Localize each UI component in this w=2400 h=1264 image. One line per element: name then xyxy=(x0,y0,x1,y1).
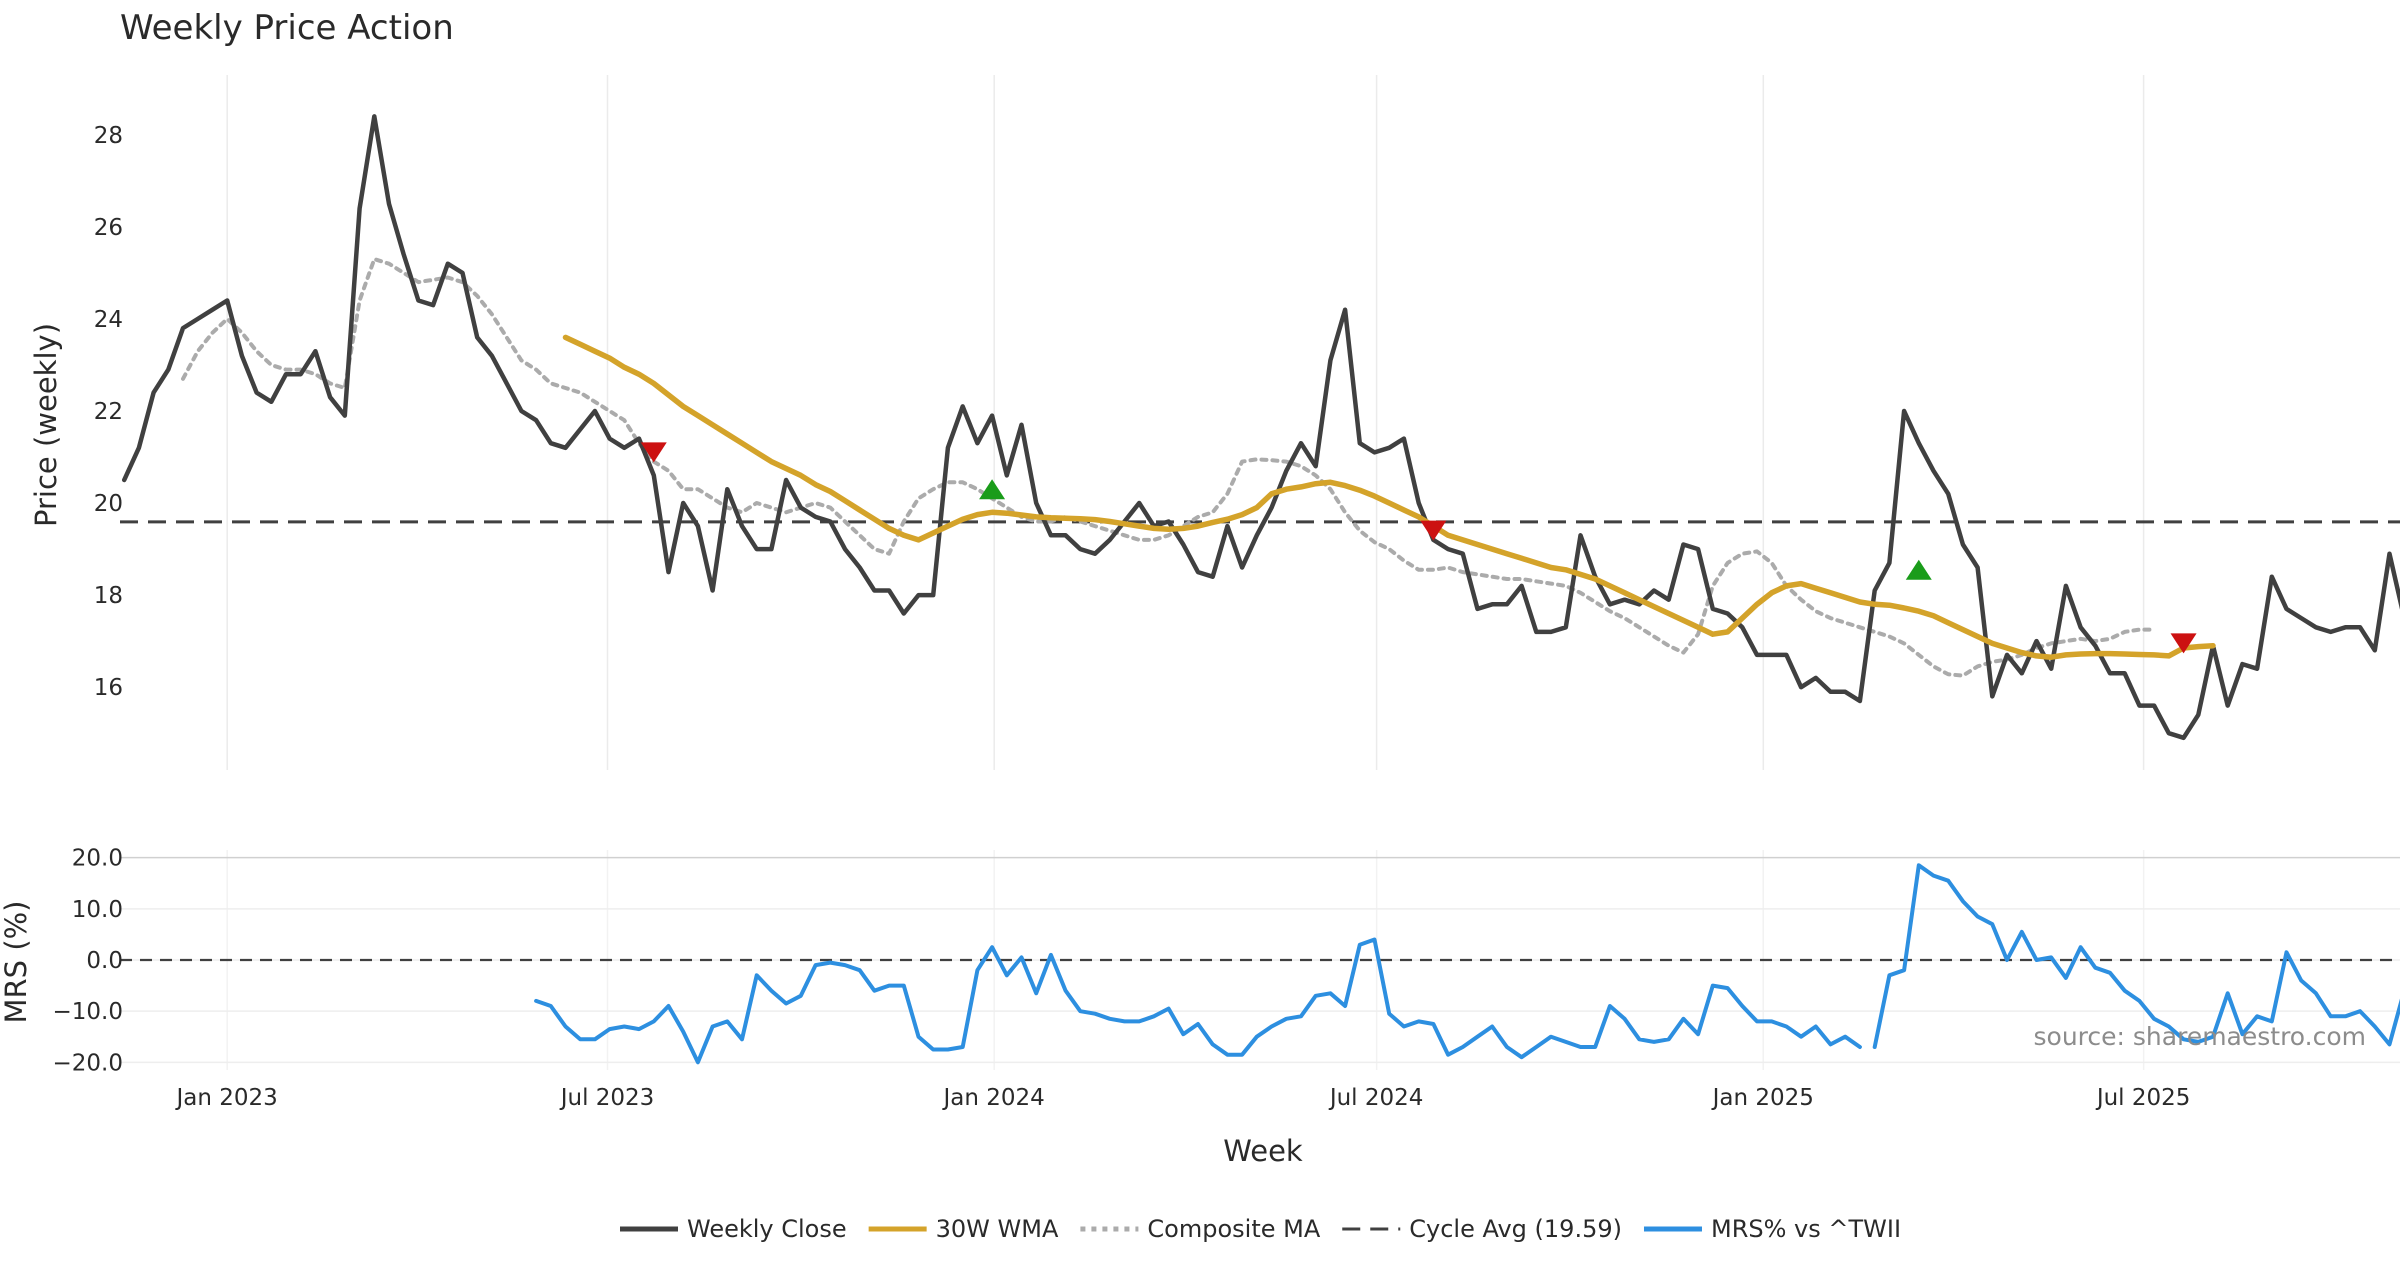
x-axis-title: Week xyxy=(1223,1134,1303,1168)
x-tick-label: Jul 2023 xyxy=(559,1085,655,1111)
mrs-y-tick-label: −20.0 xyxy=(53,1050,123,1076)
price-y-tick-label: 24 xyxy=(94,307,123,333)
legend-label: Cycle Avg (19.59) xyxy=(1409,1215,1622,1243)
legend-label: Weekly Close xyxy=(687,1215,847,1243)
buy-signal-marker xyxy=(979,479,1006,500)
series-layer xyxy=(120,114,2400,1065)
buy-signal-marker xyxy=(1905,559,1932,580)
watermark-text: source: sharemaestro.com xyxy=(2034,1022,2367,1051)
price-y-tick-label: 28 xyxy=(94,123,123,149)
price-y-tick-label: 26 xyxy=(94,215,123,241)
legend-item: Composite MA xyxy=(1080,1215,1321,1243)
legend-label: Composite MA xyxy=(1147,1215,1320,1243)
label-layer: Jan 2023 Jul 2023 Jan 2024 Jul 2024 Jan 2025… xyxy=(53,123,2191,1111)
sell-signal-marker xyxy=(1420,520,1447,541)
wma-30w-line xyxy=(562,334,2216,660)
legend-label: 30W WMA xyxy=(936,1215,1059,1243)
price-axis-title: Price (weekly) xyxy=(29,323,63,527)
legend-label: MRS% vs ^TWII xyxy=(1711,1215,1901,1243)
mrs-y-tick-label: 20.0 xyxy=(72,846,123,872)
x-tick-label: Jul 2024 xyxy=(1328,1085,1424,1111)
sell-signal-marker xyxy=(2170,633,2197,654)
grid-layer xyxy=(120,75,2400,1070)
signal-marker-layer xyxy=(640,442,2197,654)
mrs-axis-title: MRS (%) xyxy=(0,901,33,1024)
price-y-tick-label: 22 xyxy=(94,399,123,425)
composite-ma-line xyxy=(181,257,2157,678)
price-y-tick-label: 16 xyxy=(94,675,123,701)
mrs-y-tick-label: 10.0 xyxy=(72,897,123,923)
price-y-tick-label: 20 xyxy=(94,491,123,517)
legend-item: Cycle Avg (19.59) xyxy=(1342,1215,1622,1243)
legend-item: MRS% vs ^TWII xyxy=(1643,1215,1901,1243)
mrs-y-tick-label: 0.0 xyxy=(86,948,123,974)
legend: Weekly Close 30W WMA Composite MA Cycle Avg… xyxy=(620,1215,1901,1243)
x-tick-label: Jan 2023 xyxy=(175,1085,278,1111)
legend-item: 30W WMA xyxy=(868,1215,1059,1243)
chart-title: Weekly Price Action xyxy=(120,8,454,48)
x-tick-label: Jan 2025 xyxy=(1711,1085,1814,1111)
price-y-tick-label: 18 xyxy=(94,583,123,609)
mrs-line xyxy=(534,863,2400,1065)
legend-item: Weekly Close xyxy=(620,1215,847,1243)
sell-signal-marker xyxy=(640,442,667,463)
mrs-y-tick-label: −10.0 xyxy=(53,999,123,1025)
x-tick-label: Jan 2024 xyxy=(942,1085,1045,1111)
x-tick-label: Jul 2025 xyxy=(2095,1085,2191,1111)
weekly-close-line xyxy=(121,114,2400,741)
